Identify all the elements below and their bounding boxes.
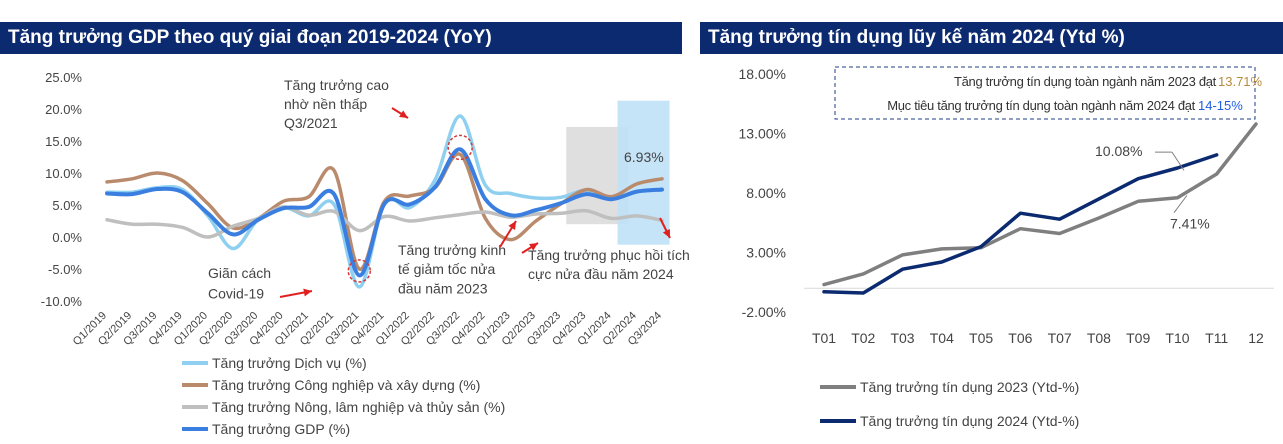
data-label-leader (1173, 195, 1188, 214)
gdp-chart: 25.0% 20.0% 15.0% 10.0% 5.0% 0.0% -5.0% -10.0% Q… (41, 70, 690, 348)
credit-chart-panel: Tăng trưởng tín dụng lũy kế năm 2024 (Yt… (700, 0, 1283, 444)
legend-label: Tăng trưởng GDP (%) (212, 421, 351, 437)
y-tick-label: -5.0% (48, 262, 82, 277)
legend-label: Tăng trưởng Nông, lâm nghiệp và thủy sản… (212, 399, 506, 415)
annotation-text: cực nửa đầu năm 2024 (528, 266, 674, 282)
legend-swatch (182, 361, 208, 365)
legend-label: Tăng trưởng tín dụng 2023 (Ytd-%) (860, 379, 1080, 395)
y-tick-label: 3.00% (746, 245, 786, 261)
annotation-arrowhead (529, 243, 538, 251)
x-tick-label: T01 (812, 330, 836, 346)
series-line (105, 205, 664, 239)
data-label: 7.41% (1170, 216, 1210, 232)
credit-chart-title: Tăng trưởng tín dụng lũy kế năm 2024 (Yt… (700, 22, 1283, 54)
annotation-text: Tăng trưởng phục hồi tích (528, 247, 690, 263)
legend-label: Tăng trưởng tín dụng 2024 (Ytd-%) (860, 413, 1080, 429)
x-tick-label: T02 (851, 330, 875, 346)
gdp-chart-title: Tăng trưởng GDP theo quý giai đoạn 2019-… (0, 22, 682, 54)
note-line-1: Tăng trưởng tín dụng toàn ngành năm 2023… (954, 74, 1217, 89)
data-label-leader (1171, 151, 1185, 171)
annotation-arrowhead (399, 110, 408, 118)
x-tick-label: T10 (1165, 330, 1189, 346)
legend-swatch (820, 385, 856, 389)
highlight-circle (347, 259, 372, 283)
data-label: 10.08% (1095, 143, 1142, 159)
series-line (822, 122, 1258, 287)
annotation-text: Tăng trưởng kinh (398, 242, 506, 258)
y-tick-label: 13.00% (739, 126, 786, 142)
y-tick-label: -10.0% (41, 294, 83, 309)
annotation-arrowhead (303, 288, 312, 297)
x-tick-label: T06 (1008, 330, 1032, 346)
legend-label: Tăng trưởng Công nghiệp và xây dựng (%) (212, 377, 481, 393)
y-tick-label: 8.00% (746, 185, 786, 201)
annotation-text: Covid-19 (208, 285, 264, 301)
x-tick-label: T07 (1048, 330, 1072, 346)
annotation-text: 6.93% (624, 149, 664, 165)
credit-legend: Tăng trưởng tín dụng 2023 (Ytd-%) Tăng t… (820, 370, 1079, 438)
credit-chart: 18.00% 13.00% 8.00% 3.00% -2.00% T01 T02 T03 T04… (739, 66, 1274, 346)
note-box-border (834, 66, 1256, 120)
annotation-arrowhead (662, 229, 670, 238)
note-line-2: Mục tiêu tăng trưởng tín dụng toàn ngành… (887, 98, 1195, 113)
gdp-legend: Tăng trưởng Dịch vụ (%) Tăng trưởng Công… (182, 352, 505, 440)
annotation-text: nhờ nền thấp (284, 96, 367, 112)
x-tick-label: T05 (969, 330, 993, 346)
legend-item-2023: Tăng trưởng tín dụng 2023 (Ytd-%) (820, 370, 1079, 404)
legend-item-services: Tăng trưởng Dịch vụ (%) (182, 352, 505, 374)
x-tick-label: T09 (1126, 330, 1150, 346)
series-line (822, 153, 1219, 295)
legend-item-agriculture: Tăng trưởng Nông, lâm nghiệp và thủy sản… (182, 396, 505, 418)
legend-swatch (182, 427, 208, 431)
y-tick-label: -2.00% (742, 304, 786, 320)
gdp-chart-panel: Tăng trưởng GDP theo quý giai đoạn 2019-… (0, 22, 690, 440)
note-line-1-value: 13.71% (1218, 74, 1263, 89)
annotation-text: đầu năm 2023 (398, 280, 488, 296)
annotation-text: Tăng trưởng cao (284, 77, 389, 93)
legend-swatch (820, 419, 856, 423)
annotation-text: Q3/2021 (284, 115, 338, 131)
annotation-text: Giãn cách (208, 265, 271, 281)
x-tick-label: T03 (890, 330, 914, 346)
y-tick-label: 5.0% (52, 198, 82, 213)
note-box: Tăng trưởng tín dụng toàn ngành năm 2023… (834, 66, 1263, 120)
legend-item-gdp: Tăng trưởng GDP (%) (182, 418, 505, 440)
y-tick-label: 15.0% (45, 134, 82, 149)
legend-item-industry: Tăng trưởng Công nghiệp và xây dựng (%) (182, 374, 505, 396)
y-tick-label: 20.0% (45, 102, 82, 117)
y-tick-label: 18.00% (739, 66, 786, 82)
annotation-arrowhead (508, 221, 516, 230)
y-tick-label: 0.0% (52, 230, 82, 245)
y-tick-label: 10.0% (45, 166, 82, 181)
x-tick-label: T11 (1205, 330, 1228, 346)
legend-label: Tăng trưởng Dịch vụ (%) (212, 355, 367, 371)
x-tick-label: T08 (1087, 330, 1111, 346)
legend-swatch (182, 405, 208, 409)
series-line (105, 147, 664, 278)
x-tick-label: T04 (930, 330, 954, 346)
legend-swatch (182, 383, 208, 387)
y-tick-label: 25.0% (45, 70, 82, 85)
annotation-text: tế giảm tốc nửa (398, 261, 496, 277)
x-tick-label: 12 (1248, 330, 1264, 346)
highlight-circle (447, 134, 473, 161)
legend-item-2024: Tăng trưởng tín dụng 2024 (Ytd-%) (820, 404, 1079, 438)
note-line-2-value: 14-15% (1198, 98, 1243, 113)
